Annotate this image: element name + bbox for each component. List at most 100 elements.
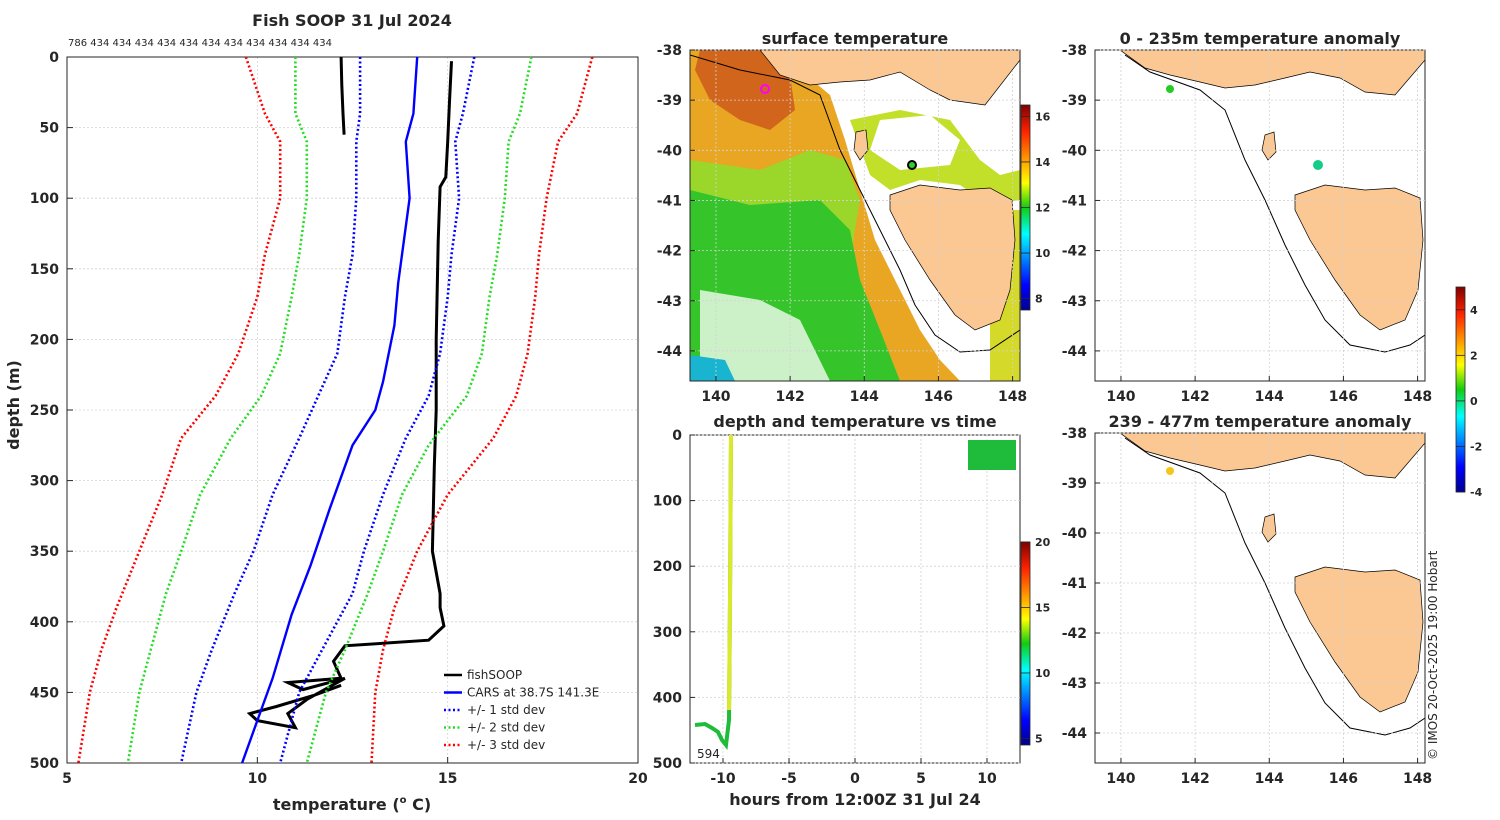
colorbar-tick-label: 15 bbox=[1035, 601, 1050, 614]
timeseries-xlabel: hours from 12:00Z 31 Jul 24 bbox=[729, 790, 980, 809]
anom2-point-1 bbox=[1166, 467, 1174, 475]
profile-tick-label-y: 450 bbox=[30, 685, 59, 701]
anom2-panel: 239 - 477m temperature anomaly 140 142 144… bbox=[1062, 286, 1483, 787]
timeseries-tick-label-x: 0 bbox=[850, 771, 860, 787]
map-tick-label-y: -40 bbox=[657, 143, 683, 159]
profile-legend: fishSOOP CARS at 38.7S 141.3E +/- 1 std de… bbox=[444, 668, 599, 752]
colorbar-tick-label: 0 bbox=[1470, 395, 1478, 408]
timeseries-annotation: 594 bbox=[697, 747, 720, 761]
profile-xlabel: temperature (o C) bbox=[273, 795, 431, 814]
profile-tick-label-y: 50 bbox=[40, 121, 60, 137]
legend-label: +/- 3 std dev bbox=[467, 738, 545, 752]
legend-label: +/- 1 std dev bbox=[467, 703, 545, 717]
map-tick-label-y: -42 bbox=[1062, 626, 1087, 642]
anom1-point-2 bbox=[1313, 160, 1323, 170]
profile-ylabel: depth (m) bbox=[4, 360, 23, 450]
timeseries-tick-label-y: 200 bbox=[653, 559, 682, 575]
map-tick-label-x: 142 bbox=[775, 389, 804, 405]
anomaly-colorbar-ticks: -4 -2 0 2 4 bbox=[1456, 304, 1483, 499]
map-tick-label-x: 144 bbox=[850, 389, 879, 405]
colorbar-tick-label: 16 bbox=[1035, 110, 1051, 123]
sst-ticks: 140 142 144 146 148 -38 -39 -40 -41 -42 -43 -44 bbox=[657, 43, 1027, 405]
timeseries-tick-label-x: -5 bbox=[781, 771, 797, 787]
map-tick-label-x: 144 bbox=[1255, 389, 1284, 405]
profile-tick-label-y: 150 bbox=[30, 262, 59, 278]
colorbar-tick-label: 12 bbox=[1035, 202, 1050, 215]
profile-tick-label-x: 15 bbox=[438, 771, 457, 787]
map-tick-label-y: -43 bbox=[1062, 294, 1087, 310]
colorbar-tick-label: 4 bbox=[1470, 304, 1478, 317]
map-tick-label-y: -40 bbox=[1062, 526, 1088, 542]
sst-map bbox=[690, 50, 1020, 381]
sst-colorbar-ticks: 8 10 12 14 16 bbox=[1021, 110, 1051, 306]
colorbar-tick-label: 5 bbox=[1035, 732, 1043, 745]
anom2-land-victoria bbox=[1119, 433, 1425, 479]
anomaly-colorbar bbox=[1455, 286, 1466, 493]
sst-white-patch bbox=[700, 290, 830, 381]
colorbar-tick-label: 8 bbox=[1035, 293, 1043, 306]
sst-white-strait bbox=[870, 115, 960, 170]
anom1-panel: 0 - 235m temperature anomaly 140 142 144 14… bbox=[1062, 29, 1432, 405]
map-tick-label-y: -39 bbox=[657, 93, 682, 109]
map-tick-label-y: -38 bbox=[657, 43, 682, 59]
map-tick-label-y: -43 bbox=[657, 294, 682, 310]
timeseries-tick-label-y: 300 bbox=[653, 625, 682, 641]
colorbar-tick-label: -4 bbox=[1470, 486, 1483, 499]
profile-tick-label-y: 200 bbox=[30, 332, 59, 348]
map-tick-label-y: -42 bbox=[657, 244, 682, 260]
map-tick-label-y: -40 bbox=[1062, 143, 1088, 159]
profile-tick-label-y: 350 bbox=[30, 544, 59, 560]
anom2-title: 239 - 477m temperature anomaly bbox=[1109, 412, 1412, 431]
map-tick-label-y: -41 bbox=[1062, 576, 1087, 592]
series--3-std-dev bbox=[370, 56, 594, 764]
anom1-land-victoria bbox=[1119, 50, 1425, 96]
map-tick-label-x: 140 bbox=[1106, 771, 1135, 787]
timeseries-descent bbox=[694, 434, 733, 750]
timeseries-tick-label-x: -10 bbox=[710, 771, 736, 787]
profile-tick-label-x: 5 bbox=[62, 771, 72, 787]
timeseries-tick-label-y: 400 bbox=[653, 690, 682, 706]
map-tick-label-x: 140 bbox=[1106, 389, 1135, 405]
legend-label: +/- 2 std dev bbox=[467, 721, 545, 735]
timeseries-tick-label-x: 10 bbox=[977, 771, 997, 787]
anom2-land-tasmania bbox=[1294, 566, 1424, 713]
sst-marker-fish bbox=[760, 84, 770, 94]
anom1-title: 0 - 235m temperature anomaly bbox=[1120, 29, 1401, 48]
timeseries-tick-label-y: 0 bbox=[672, 428, 682, 444]
map-tick-label-y: -38 bbox=[1062, 43, 1087, 59]
series--1-std-dev-low bbox=[179, 57, 362, 764]
anom1-shelf-contour bbox=[1124, 54, 1425, 353]
profile-tick-label-x: 10 bbox=[248, 771, 268, 787]
map-tick-label-y: -44 bbox=[657, 344, 683, 360]
figure-title: Fish SOOP 31 Jul 2024 bbox=[252, 11, 452, 30]
legend-label: fishSOOP bbox=[467, 668, 522, 682]
map-tick-label-y: -43 bbox=[1062, 676, 1087, 692]
timeseries-tick-label-x: 5 bbox=[916, 771, 926, 787]
copyright-label: © IMOS 20-Oct-2025 19:00 Hobart bbox=[1426, 550, 1440, 760]
colorbar-tick-label: 14 bbox=[1035, 156, 1051, 169]
map-tick-label-x: 140 bbox=[701, 389, 730, 405]
series--1-std-dev bbox=[278, 56, 476, 764]
series-fishsoop-surface bbox=[339, 56, 346, 135]
colorbar-tick-label: -2 bbox=[1470, 440, 1482, 453]
profile-tick-label-y: 100 bbox=[30, 191, 59, 207]
colorbar-tick-label: 2 bbox=[1470, 349, 1478, 362]
sst-panel: surface temperature 140 142 144 146 148-38-3… bbox=[657, 29, 1051, 405]
anom1-ticks: 140 142 144 146 148 -38 -39 -40 -41 -42 -43 -44 bbox=[1062, 43, 1432, 405]
sst-hot-core bbox=[695, 50, 795, 130]
profile-grid bbox=[66, 56, 639, 764]
map-tick-label-y: -39 bbox=[1062, 93, 1087, 109]
profile-tick-label-y: 500 bbox=[30, 756, 59, 772]
map-tick-label-x: 146 bbox=[924, 389, 953, 405]
map-tick-label-y: -44 bbox=[1062, 726, 1088, 742]
timeseries-upper bbox=[727, 434, 733, 711]
colorbar-tick-label: 10 bbox=[1035, 247, 1051, 260]
timeseries-tick-label-y: 500 bbox=[653, 756, 682, 772]
timeseries-panel: depth and temperature vs time -10 -5 0 5 100… bbox=[653, 412, 1051, 809]
map-tick-label-y: -42 bbox=[1062, 244, 1087, 260]
anom1-land-tasmania bbox=[1294, 184, 1424, 331]
colorbar-tick-label: 10 bbox=[1035, 667, 1051, 680]
